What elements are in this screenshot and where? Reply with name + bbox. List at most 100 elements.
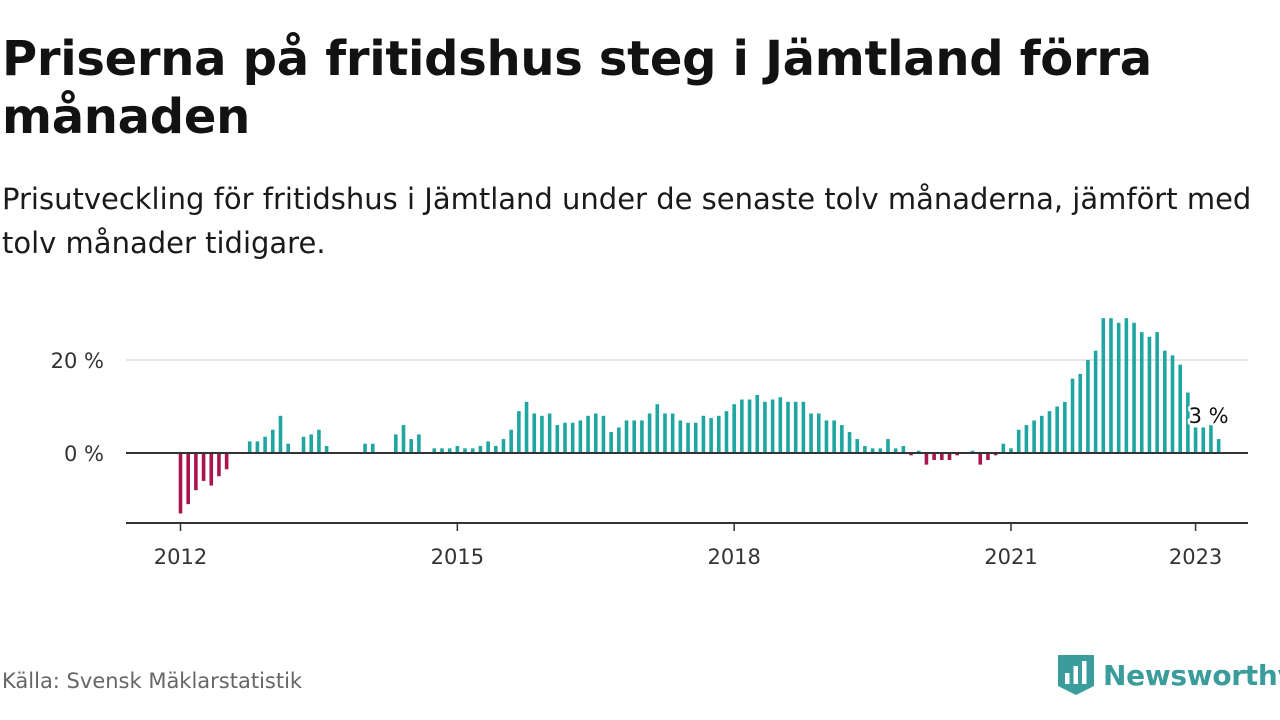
bar	[970, 450, 975, 453]
bar	[617, 427, 621, 453]
bar	[1124, 318, 1129, 453]
bar	[463, 448, 467, 453]
bar	[1047, 411, 1052, 453]
bar	[1001, 443, 1006, 453]
brand-name: Newsworthy	[1103, 658, 1280, 692]
bar	[770, 399, 775, 453]
bar	[1109, 318, 1113, 453]
bar	[401, 425, 406, 453]
bar	[824, 420, 829, 453]
bar	[924, 453, 929, 465]
bar	[224, 453, 229, 470]
bar	[478, 446, 483, 453]
bar	[486, 441, 490, 453]
value-annotation-halo: 3 %	[1189, 404, 1229, 428]
bar	[916, 450, 921, 453]
bar	[255, 441, 260, 453]
bar	[1086, 360, 1090, 453]
bar	[324, 446, 329, 453]
bar-series	[178, 318, 1221, 514]
bar	[647, 413, 652, 453]
y-tick-label: 0 %	[64, 442, 104, 466]
bar	[732, 404, 736, 453]
bar	[263, 436, 267, 453]
bar	[317, 429, 321, 453]
bar	[1163, 350, 1167, 453]
bar	[886, 439, 890, 453]
bar	[709, 418, 713, 453]
x-tick-label: 2018	[707, 545, 760, 569]
bar	[532, 413, 537, 453]
bar	[563, 422, 567, 453]
bar	[1016, 429, 1021, 453]
bar	[663, 413, 667, 453]
bar	[993, 453, 998, 456]
x-tick-label: 2015	[431, 545, 484, 569]
chart-subtitle: Prisutveckling för fritidshus i Jämtland…	[2, 182, 1252, 260]
bar	[1139, 332, 1144, 453]
bar	[1209, 425, 1213, 453]
bar	[1147, 336, 1152, 453]
bar	[1009, 448, 1013, 453]
y-tick-label: 20 %	[51, 349, 104, 373]
bar	[447, 448, 452, 453]
bar	[809, 413, 813, 453]
bar	[717, 415, 721, 453]
bar	[932, 453, 936, 460]
bar	[801, 401, 806, 453]
bar	[394, 434, 398, 453]
bar	[909, 453, 913, 456]
bar	[1201, 427, 1206, 453]
bar	[286, 443, 290, 453]
bar	[747, 399, 752, 453]
bar	[593, 413, 598, 453]
bar	[555, 425, 560, 453]
bar	[1193, 427, 1198, 453]
bar	[786, 401, 790, 453]
bar	[1078, 373, 1083, 453]
bar	[816, 413, 821, 453]
bar	[540, 415, 544, 453]
bar	[855, 439, 860, 453]
bar	[1132, 322, 1136, 453]
bar	[363, 443, 367, 453]
bar	[178, 453, 183, 514]
bar	[724, 411, 729, 453]
bar	[1186, 392, 1190, 453]
value-annotation: 3 %	[1189, 404, 1229, 428]
bar	[270, 429, 275, 453]
bar	[217, 453, 221, 477]
bar	[686, 422, 690, 453]
x-tick-label: 2012	[154, 545, 207, 569]
axes	[126, 452, 1248, 531]
source-note: Källa: Svensk Mäklarstatistik	[2, 669, 303, 693]
bar	[417, 434, 421, 453]
bar	[847, 432, 852, 453]
bar	[655, 404, 660, 453]
bar	[763, 401, 767, 453]
x-tick-label: 2023	[1169, 545, 1222, 569]
bar	[893, 448, 898, 453]
bar	[624, 420, 629, 453]
bar	[1170, 355, 1175, 453]
bar	[278, 415, 283, 453]
bar	[309, 434, 314, 453]
bar	[701, 415, 706, 453]
bar	[493, 446, 498, 453]
bar	[693, 422, 698, 453]
bar	[878, 448, 883, 453]
bar	[740, 399, 744, 453]
bar	[940, 453, 944, 460]
bar	[1093, 350, 1098, 453]
bar	[1101, 318, 1106, 453]
bar	[632, 420, 637, 453]
newsworthy-logo[interactable]: Newsworthy	[1058, 654, 1280, 696]
bar	[840, 425, 844, 453]
bar	[1178, 364, 1182, 453]
bar	[778, 397, 783, 453]
bar	[978, 453, 983, 465]
bar	[1032, 420, 1036, 453]
bar	[1055, 406, 1059, 453]
bar	[470, 448, 475, 453]
